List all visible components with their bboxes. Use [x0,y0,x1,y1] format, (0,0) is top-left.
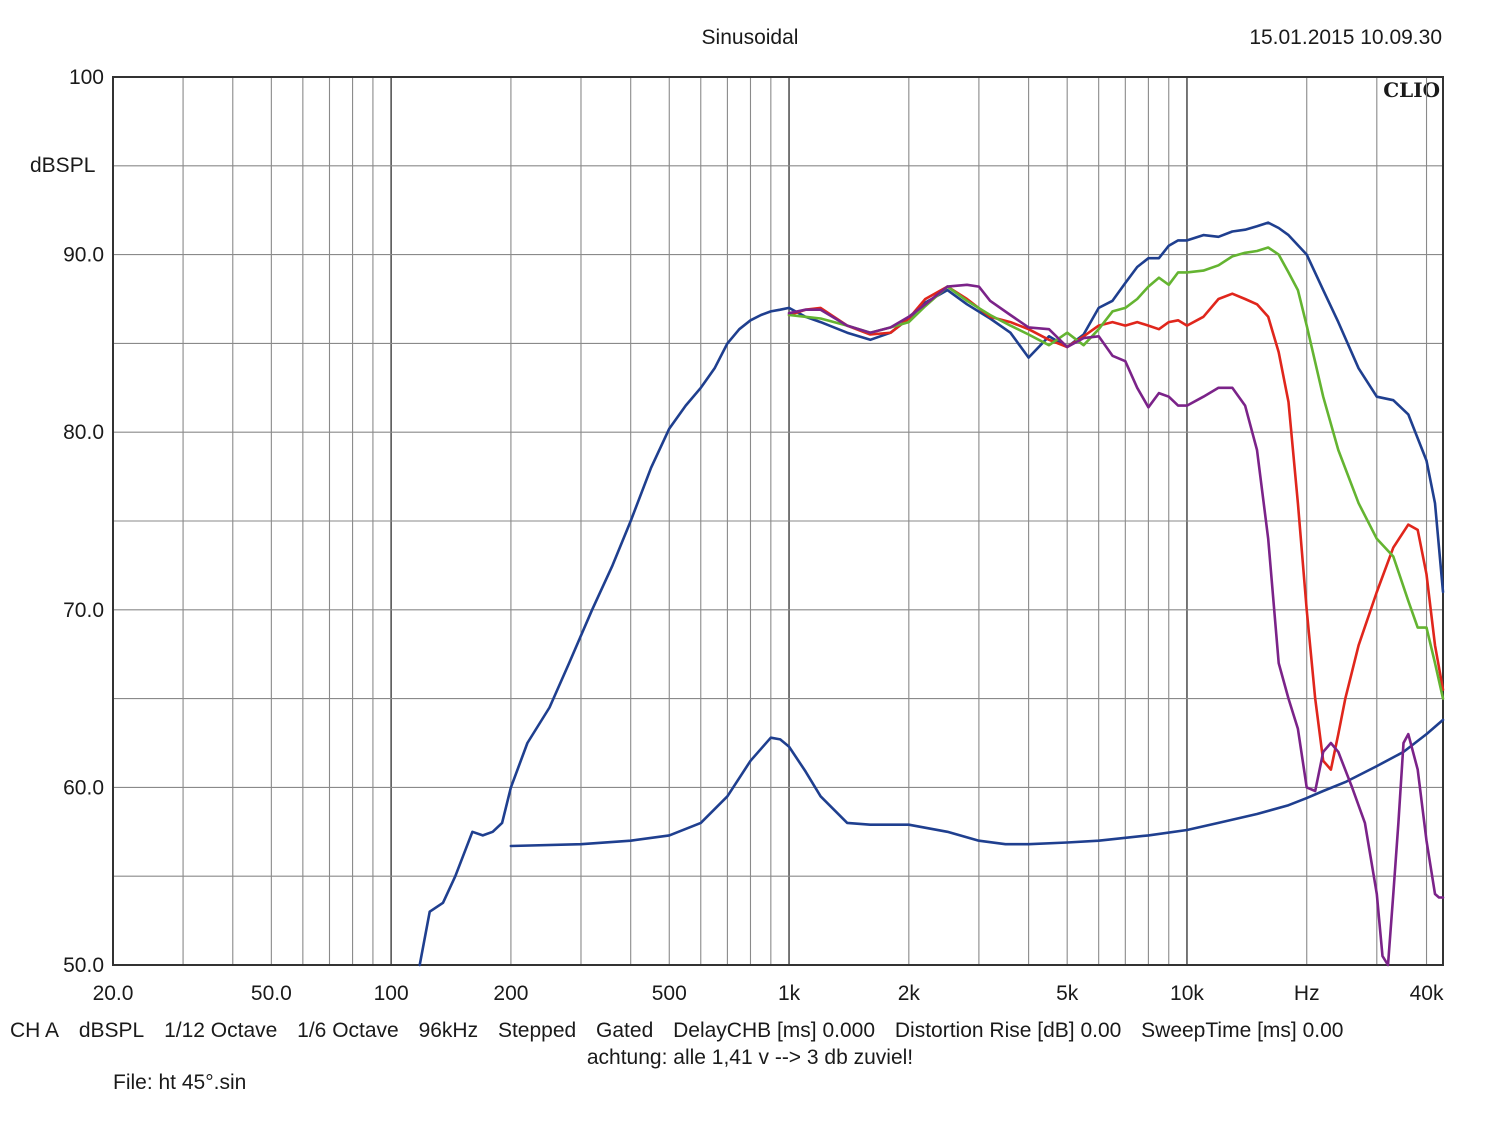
param-mode: Stepped [497,1019,577,1042]
x-tick-label: Hz [1294,982,1320,1005]
param-unit: dBSPL [78,1019,145,1042]
x-tick-label: 1k [778,982,801,1005]
measurement-timestamp: 15.01.2015 10.09.30 [1249,26,1442,49]
x-tick-label: 40k [1410,982,1444,1005]
y-tick-label: 80.0 [63,421,104,444]
x-tick-labels: 20.0 50.0 100 200 500 1k 2k 5k 10k Hz 40k [93,982,1444,1005]
y-tick-label: 70.0 [63,599,104,622]
plot-frame [112,76,1444,966]
x-tick-label: 200 [493,982,528,1005]
x-tick-label: 2k [898,982,921,1005]
param-delay: DelayCHB [ms] 0.000 [673,1019,876,1042]
y-tick-labels: 100 90.0 80.0 70.0 60.0 50.0 [63,66,104,977]
grid-lines [113,77,1443,965]
series-line-1 [418,221,1445,967]
x-tick-label: 10k [1170,982,1204,1005]
file-name: File: ht 45°.sin [113,1071,247,1094]
param-gating: Gated [596,1019,654,1042]
series-line-5 [787,283,1445,967]
note-text: achtung: alle 1,41 v --> 3 db zuviel! [586,1046,914,1069]
y-axis-label: dBSPL [30,154,96,177]
chart-title: Sinusoidal [701,26,799,49]
y-tick-label: 50.0 [63,954,104,977]
x-tick-label: 20.0 [93,982,134,1005]
param-channel: CH A [10,1019,60,1042]
param-distortion-rise: Distortion Rise [dB] 0.00 [894,1019,1122,1042]
series-line-2 [509,718,1445,848]
param-sweep-time: SweepTime [ms] 0.00 [1141,1019,1344,1042]
x-tick-label: 5k [1056,982,1079,1005]
x-tick-label: 50.0 [251,982,292,1005]
series-line-3 [787,285,1445,771]
series-line-4 [787,246,1445,700]
y-tick-label: 100 [69,66,104,89]
series-layer [418,221,1445,967]
x-tick-label: 100 [374,982,409,1005]
y-tick-label: 90.0 [63,244,104,267]
param-smoothing-1: 1/12 Octave [164,1019,278,1042]
param-smoothing-2: 1/6 Octave [297,1019,399,1042]
x-tick-label: 500 [652,982,687,1005]
brand-logo-text: CLIO [1383,78,1440,102]
measurement-parameters: CH A dBSPL 1/12 Octave 1/6 Octave 96kHz … [10,1019,1357,1043]
param-sample-rate: 96kHz [418,1019,479,1042]
y-tick-label: 60.0 [63,776,104,799]
